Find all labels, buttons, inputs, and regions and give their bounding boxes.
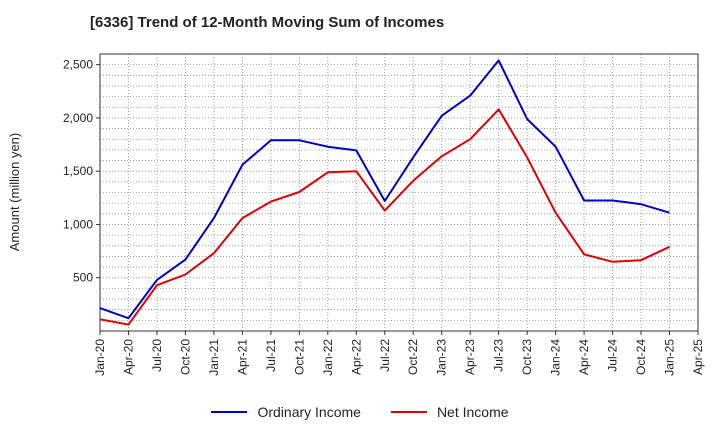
y-tick-label: 2,000: [63, 111, 93, 125]
x-tick-label: Jan-20: [93, 339, 107, 376]
series-line-ordinary-income: [99, 59, 670, 320]
x-tick-label: Apr-24: [577, 339, 591, 375]
x-tick-label: Oct-24: [634, 339, 648, 375]
x-tick-label: Jan-23: [435, 339, 449, 376]
x-tick-label: Jan-22: [321, 339, 335, 376]
legend-swatch-net-income: [390, 411, 427, 413]
legend-item-ordinary-income: Ordinary Income: [211, 404, 361, 420]
x-tick-label: Jul-24: [606, 339, 620, 372]
x-tick-label: Apr-20: [121, 339, 135, 375]
x-tick-label: Jul-22: [378, 339, 392, 372]
x-tick-label: Oct-21: [292, 339, 306, 375]
y-tick-label: 2,500: [63, 58, 93, 72]
y-tick-label: 1,000: [63, 217, 93, 231]
x-tick-label: Jan-25: [663, 339, 677, 376]
series-line-net-income: [99, 108, 670, 326]
legend-label-net-income: Net Income: [436, 404, 509, 420]
legend-swatch-ordinary-income: [211, 411, 248, 413]
x-tick-label: Apr-25: [691, 339, 705, 375]
legend: Ordinary Income Net Income: [0, 404, 720, 420]
x-tick-label: Jul-20: [150, 339, 164, 372]
plot-frame: [99, 53, 699, 332]
x-tick-label: Jul-23: [492, 339, 506, 372]
x-tick-label: Oct-20: [178, 339, 192, 375]
y-tick-label: 500: [73, 271, 93, 285]
x-tick-label: Oct-22: [406, 339, 420, 375]
legend-label-ordinary-income: Ordinary Income: [257, 404, 361, 420]
x-tick-label: Apr-23: [463, 339, 477, 375]
x-tick-label: Jan-21: [207, 339, 221, 376]
x-tick-label: Jan-24: [549, 339, 563, 376]
x-tick-label: Apr-22: [349, 339, 363, 375]
y-axis-label: Amount (million yen): [7, 133, 22, 252]
x-tick-label: Oct-23: [520, 339, 534, 375]
chart-title: [6336] Trend of 12-Month Moving Sum of I…: [90, 14, 445, 31]
y-tick-label: 1,500: [63, 164, 93, 178]
legend-item-net-income: Net Income: [390, 404, 509, 420]
x-tick-label: Apr-21: [235, 339, 249, 375]
x-tick-label: Jul-21: [264, 339, 278, 372]
